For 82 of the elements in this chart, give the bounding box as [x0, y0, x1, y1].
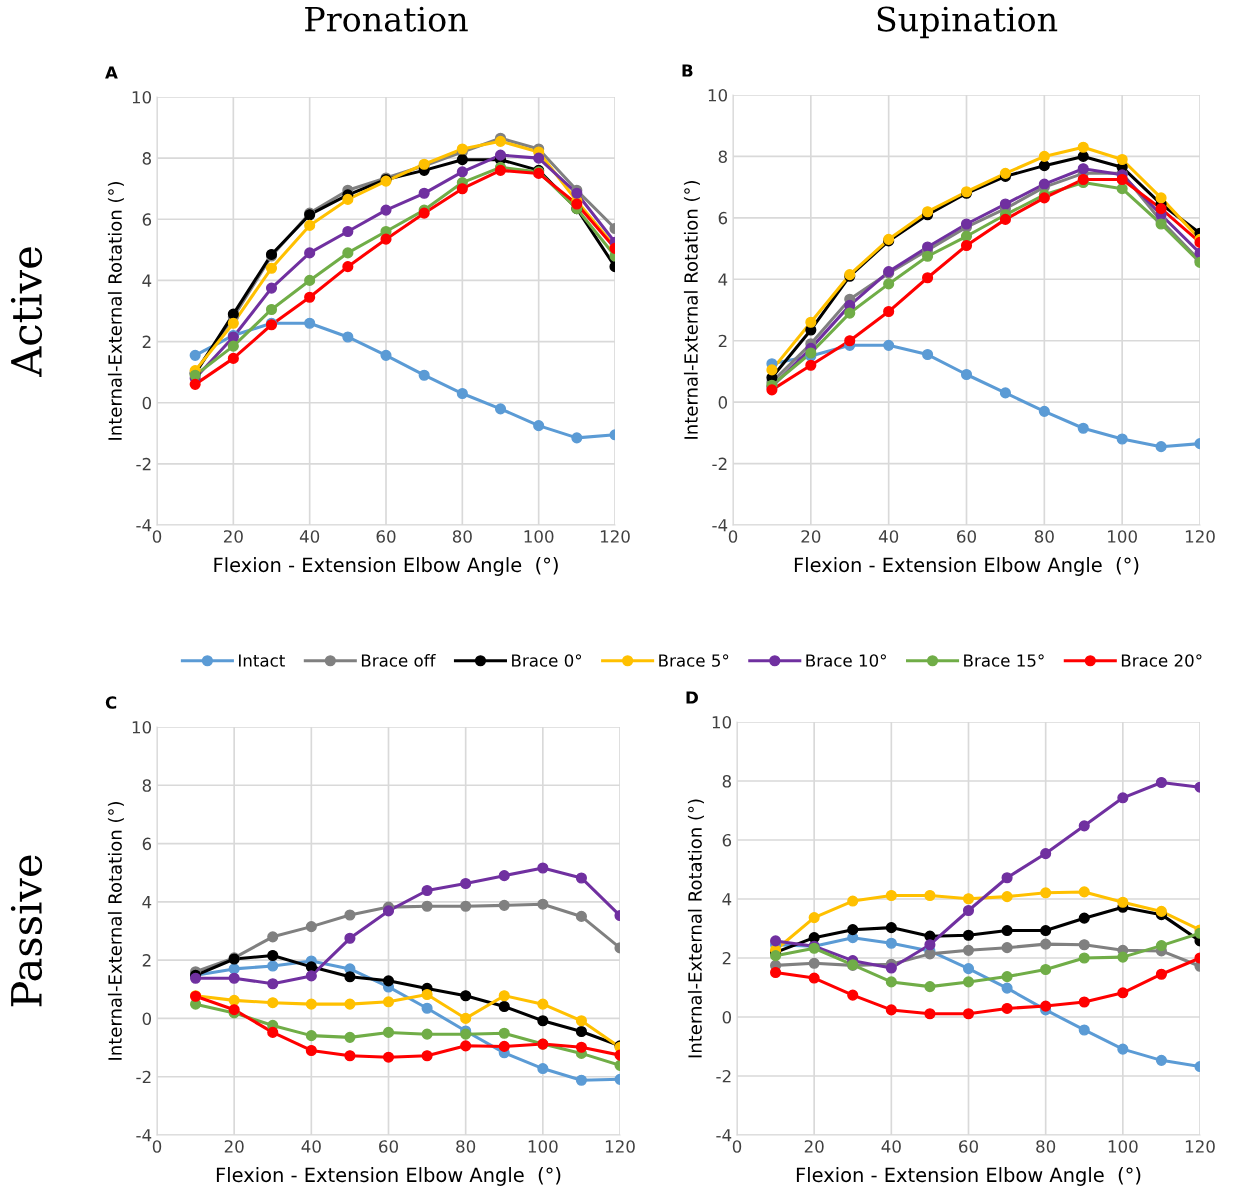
- y-tick-label: 0: [718, 396, 728, 409]
- legend-label: Brace 15°: [964, 654, 1044, 667]
- text: Active: [10, 247, 43, 378]
- y-tick-label: 10: [712, 715, 732, 729]
- y-tick-label: 0: [722, 1010, 732, 1024]
- y-tick-label: 10: [132, 90, 152, 104]
- y-tick-label: 2: [718, 334, 727, 348]
- x-tick-label: 0: [152, 530, 162, 543]
- x-tick-label: 120: [605, 1140, 635, 1153]
- y-tick-label: 10: [708, 88, 728, 102]
- x-tick-label: 60: [959, 1140, 978, 1153]
- x-tick-label: 80: [452, 530, 472, 543]
- y-tick-label: 4: [142, 274, 152, 287]
- y-tick-label: 0: [142, 1012, 152, 1025]
- x-tick-label: 100: [524, 530, 554, 543]
- y-tick-label: -2: [712, 457, 727, 470]
- y-tick-label: 8: [722, 774, 731, 788]
- x-tick-label: 80: [1036, 1140, 1056, 1153]
- y-axis-title: Internal-External Rotation (°): [687, 799, 704, 1058]
- x-tick-label: 100: [528, 1140, 558, 1153]
- chart-title: Pronation: [305, 6, 468, 32]
- legend-label: Intact: [239, 654, 285, 667]
- y-tick-label: 2: [722, 951, 731, 965]
- x-tick-label: 80: [1034, 530, 1054, 543]
- x-tick-label: 40: [878, 530, 899, 543]
- x-tick-label: 60: [376, 530, 396, 543]
- x-axis-title: Flexion - Extension Elbow Angle (°): [216, 1167, 561, 1186]
- chart-subtitle: C: [105, 696, 117, 709]
- y-tick-label: 2: [142, 335, 151, 348]
- x-axis-title: Flexion - Extension Elbow Angle (°): [794, 557, 1139, 576]
- x-tick-label: 120: [1185, 530, 1215, 543]
- legend-label: Brace 20°: [1121, 654, 1202, 667]
- y-tick-label: 8: [142, 779, 151, 792]
- x-tick-label: 100: [1108, 1140, 1138, 1153]
- x-tick-label: 60: [379, 1140, 398, 1153]
- x-tick-label: 120: [1185, 1140, 1215, 1153]
- y-tick-label: 6: [142, 837, 152, 851]
- y-tick-label: 4: [142, 896, 152, 909]
- y-tick-label: -4: [136, 1129, 152, 1142]
- legend-label: Brace 5°: [659, 654, 729, 667]
- x-tick-label: 120: [600, 530, 630, 543]
- legend-label: Brace 0°: [512, 654, 582, 667]
- y-tick-label: 8: [718, 150, 727, 163]
- y-axis-title: Internal-External Rotation (°): [107, 801, 124, 1060]
- x-axis-title: Flexion - Extension Elbow Angle (°): [214, 557, 558, 576]
- x-tick-label: 40: [301, 1140, 321, 1153]
- text: Passive: [10, 855, 43, 1007]
- x-tick-label: 80: [456, 1140, 476, 1153]
- y-tick-label: 4: [718, 273, 728, 286]
- y-tick-label: -2: [136, 457, 151, 471]
- y-tick-label: 6: [718, 211, 728, 225]
- x-tick-label: 20: [801, 530, 821, 543]
- y-tick-label: 8: [142, 152, 151, 165]
- y-tick-label: -4: [136, 519, 152, 532]
- y-tick-label: -4: [712, 519, 728, 532]
- chart-subtitle: D: [686, 691, 698, 704]
- y-tick-label: 4: [722, 893, 732, 906]
- x-tick-label: 60: [957, 530, 976, 543]
- x-tick-label: 100: [1108, 530, 1137, 543]
- chart-title: Supination: [877, 6, 1058, 39]
- x-axis-title: Flexion - Extension Elbow Angle (°): [796, 1167, 1141, 1186]
- chart-subtitle: A: [105, 66, 118, 79]
- x-tick-label: 0: [152, 1140, 162, 1153]
- y-tick-label: 2: [142, 954, 151, 967]
- x-tick-label: 20: [224, 1140, 244, 1153]
- legend-label: Brace off: [361, 653, 436, 667]
- x-tick-label: 40: [299, 530, 320, 543]
- chart-subtitle: B: [682, 64, 693, 77]
- legend-label: Brace 10°: [806, 654, 886, 667]
- x-tick-label: 0: [732, 1140, 742, 1153]
- y-tick-label: 6: [142, 213, 152, 226]
- y-tick-label: -2: [136, 1070, 151, 1084]
- x-tick-label: 40: [881, 1140, 901, 1153]
- y-tick-label: 6: [722, 833, 732, 847]
- y-tick-label: 10: [132, 720, 152, 734]
- x-tick-label: 20: [223, 530, 243, 543]
- y-axis-title: Internal-External Rotation (°): [107, 181, 124, 440]
- y-axis-title: Internal-External Rotation (°): [683, 180, 700, 439]
- y-tick-label: -4: [716, 1129, 732, 1142]
- y-tick-label: -2: [716, 1069, 731, 1083]
- y-tick-label: 0: [142, 396, 152, 410]
- x-tick-label: 20: [804, 1140, 824, 1153]
